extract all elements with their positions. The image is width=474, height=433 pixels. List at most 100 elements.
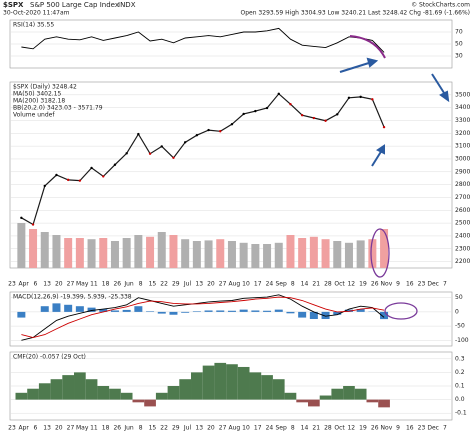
x-tick-label: Oct [334,281,345,288]
y-tick-label: 2600 [455,207,470,214]
x-tick-label: Nov [381,425,393,432]
y-tick-label: 2900 [455,168,470,175]
volume-bar [169,235,178,268]
macd-histogram [263,310,272,312]
volume-bar [263,244,272,268]
x-tick-label: 27 [219,425,227,432]
x-tick-label: 13 [43,281,51,288]
price-point [43,184,46,188]
cmf-bar [38,383,51,400]
price-point [324,119,327,122]
x-tick-label: 14 [301,281,309,288]
cmf-label: CMF(20) -0.057 (29 Oct) [13,354,86,361]
macd-histogram [146,311,155,312]
x-tick-label: 9 [396,281,400,288]
macd-histogram [169,311,178,315]
x-tick-label: 28 [324,281,332,288]
macd-histogram [87,307,96,312]
x-tick-label: Dec [427,281,439,288]
legend-entry: Volume undef [13,112,55,119]
y-tick-label: 30 [455,53,463,60]
x-tick-label: 29 [172,425,180,432]
price-point [102,175,105,178]
macd-histogram [64,304,73,312]
panel-frame [9,291,453,347]
price-point [113,163,117,166]
price-point [183,141,187,144]
price-point [78,179,82,182]
macd-histogram [227,310,236,312]
price-point [265,106,269,110]
x-tick-label: Apr [19,425,30,432]
x-tick-label: 16 [406,281,414,288]
x-tick-label: 10 [242,425,250,432]
x-tick-label: 26 [371,425,379,432]
x-tick-label: Sep [275,281,287,288]
y-tick-label: -50 [455,323,465,330]
volume-bar [40,232,49,268]
volume-bar [368,239,377,268]
annotations [339,57,450,167]
macd-histogram [99,309,108,312]
price-point [371,98,374,101]
y-tick-label: 2800 [455,181,470,188]
price-point [160,145,163,148]
x-tick-label: 8 [291,281,295,288]
volume-bar [380,229,389,268]
macd-histogram [52,303,61,312]
cmf-bar [179,379,192,400]
y-tick-label: -100 [455,337,469,344]
cmf-bar [284,392,297,400]
rsi-label: RSI(14) 35.55 [13,22,54,29]
volume-bar [122,238,131,268]
cmf-bar [378,399,390,408]
price-point [359,95,362,99]
price-line [21,92,385,226]
x-tick-label: 26 [113,425,121,432]
x-tick-label: 23 [8,281,16,288]
ellipse-annotation [384,302,418,320]
cmf-bar [237,366,250,400]
volume-bar [298,238,307,268]
ellipse-annotation [370,228,390,278]
arrow-head [439,90,450,103]
x-tick-label: 12 [347,425,355,432]
y-tick-label: 3200 [455,130,470,137]
volume-bar [157,232,166,268]
y-tick-label: -0.1 [455,410,467,417]
name: S&P 500 Large Cap Index [30,1,119,9]
y-tick-label: 50 [455,294,463,301]
signal-line [21,296,385,338]
x-tick-label: 20 [207,425,215,432]
price-point [172,156,175,160]
x-tick-label: Dec [427,425,439,432]
x-tick-label: Sep [275,425,287,432]
price-point [90,166,93,170]
volume-bar [204,240,213,268]
macd-histogram [134,306,143,312]
x-tick-label: Oct [334,425,345,432]
x-tick-label: 24 [266,425,274,432]
x-tick-label: Aug [228,281,240,288]
macd-histogram [181,311,190,313]
x-tick-label: 20 [207,281,215,288]
x-tick-label: 23 [418,425,426,432]
x-tick-label: 18 [102,281,110,288]
x-tick-label: 15 [149,281,157,288]
legend-entry: BB(20,2.0) 3423.03 - 3571.79 [13,105,103,112]
price-point [31,223,35,226]
x-tick-label: 11 [90,281,98,288]
cmf-bar [308,399,320,407]
volume-bar [274,242,283,268]
volume-bar [251,244,260,268]
cmf-bar [144,399,156,407]
macd-histogram [75,306,84,312]
cmf-bar [354,388,367,400]
y-tick-label: 50 [455,41,463,48]
y-tick-label: 0 [455,308,459,315]
price-point [254,109,257,113]
price-point [289,102,292,106]
x-tick-label: 16 [406,425,414,432]
volume-bar [321,239,330,268]
